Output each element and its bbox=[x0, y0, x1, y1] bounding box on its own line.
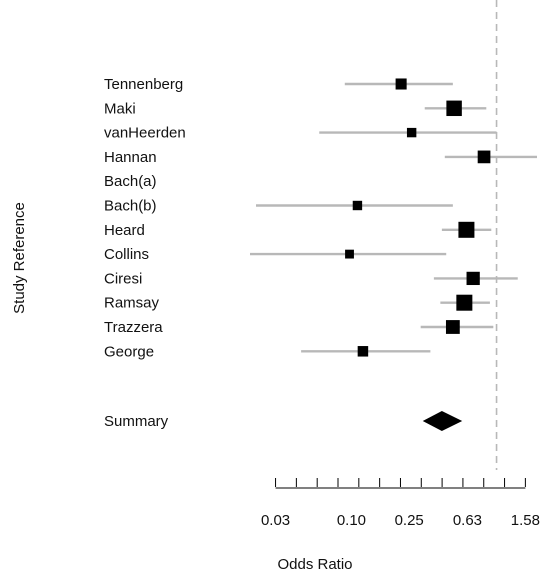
study-label: Maki bbox=[104, 100, 136, 117]
summary-label: Summary bbox=[104, 413, 169, 430]
study-label: Ciresi bbox=[104, 270, 142, 287]
x-tick-label: 1.58 bbox=[511, 512, 540, 529]
x-axis-label: Odds Ratio bbox=[277, 556, 352, 573]
study-point bbox=[357, 346, 369, 357]
study-point bbox=[446, 100, 462, 117]
study-point bbox=[406, 127, 417, 138]
study-label: George bbox=[104, 343, 154, 360]
study-label: Collins bbox=[104, 246, 149, 263]
study-label: Ramsay bbox=[104, 295, 160, 312]
study-label: Bach(a) bbox=[104, 173, 157, 190]
study-point bbox=[395, 78, 407, 90]
study-point bbox=[352, 200, 363, 211]
y-axis-label: Study Reference bbox=[11, 202, 28, 314]
summary-diamond bbox=[422, 411, 463, 431]
study-label: Heard bbox=[104, 222, 145, 239]
study-label: Trazzera bbox=[104, 319, 163, 336]
study-point bbox=[477, 150, 491, 164]
x-tick-label: 0.25 bbox=[395, 512, 424, 529]
study-point bbox=[458, 221, 475, 238]
study-label: vanHeerden bbox=[104, 125, 186, 142]
study-label: Bach(b) bbox=[104, 198, 157, 215]
x-tick-label: 0.03 bbox=[261, 512, 290, 529]
study-point bbox=[445, 320, 460, 334]
study-label: Tennenberg bbox=[104, 76, 183, 93]
x-tick-label: 0.63 bbox=[453, 512, 482, 529]
study-label: Hannan bbox=[104, 149, 157, 166]
x-tick-label: 0.10 bbox=[337, 512, 366, 529]
study-point bbox=[345, 249, 354, 259]
study-point bbox=[456, 294, 473, 311]
study-point bbox=[466, 271, 480, 286]
